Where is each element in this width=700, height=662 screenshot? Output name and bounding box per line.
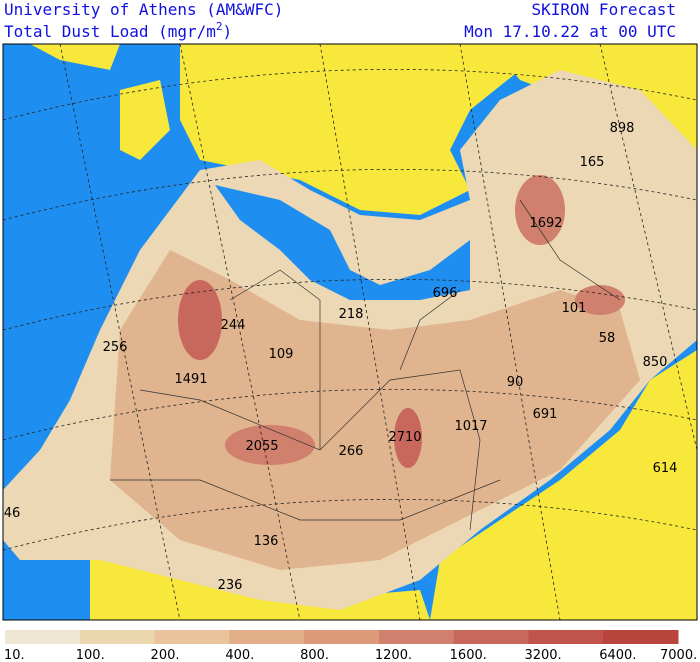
dust-high-1 xyxy=(178,280,222,360)
land-uk xyxy=(120,80,170,160)
graticule xyxy=(3,44,697,620)
map-value-label: 136 xyxy=(254,534,279,549)
colorbar-segment xyxy=(453,630,529,644)
map-frame xyxy=(2,43,698,621)
colorbar-label: 1600. xyxy=(450,648,487,662)
map xyxy=(3,44,697,620)
colorbar-label: 10. xyxy=(4,648,25,662)
map-value-label: 165 xyxy=(580,155,605,170)
map-value-label: 2710 xyxy=(388,430,421,445)
map-value-label: 256 xyxy=(103,340,128,355)
map-value-label: 1692 xyxy=(529,216,562,231)
dust-high-3 xyxy=(394,408,422,468)
colorbar-label: 200. xyxy=(151,648,180,662)
header-left-2-sup: 2 xyxy=(216,20,223,33)
header-left-2-main: Total Dust Load (mgr/m xyxy=(4,22,216,41)
map-value-label: 691 xyxy=(533,407,558,422)
header-left-1: University of Athens (AM&WFC) xyxy=(4,0,283,19)
header-right-1: SKIRON Forecast xyxy=(532,0,677,19)
colorbar-label: 100. xyxy=(76,648,105,662)
dust-high-5 xyxy=(575,285,625,315)
colorbar-label: 800. xyxy=(300,648,329,662)
colorbar-label: 6400. xyxy=(599,648,636,662)
map-value-label: 58 xyxy=(599,331,616,346)
map-value-label: 90 xyxy=(507,375,524,390)
colorbar-label: 400. xyxy=(225,648,254,662)
colorbar-segment xyxy=(603,630,679,644)
header-left-2-end: ) xyxy=(223,22,233,41)
map-value-label: 109 xyxy=(269,347,294,362)
dust-medium xyxy=(110,250,640,570)
map-value-label: 898 xyxy=(610,121,635,136)
map-value-label: 46 xyxy=(4,506,21,521)
map-value-label: 2055 xyxy=(245,439,278,454)
borders xyxy=(110,199,621,531)
map-value-label: 696 xyxy=(433,286,458,301)
colorbar-label: 1200. xyxy=(375,648,412,662)
map-value-label: 1491 xyxy=(174,372,207,387)
mediterranean xyxy=(215,185,470,300)
map-value-label: 266 xyxy=(339,444,364,459)
map-value-label: 1017 xyxy=(454,419,487,434)
map-value-label: 850 xyxy=(643,355,668,370)
colorbar-label: 3200. xyxy=(524,648,561,662)
colorbar-label: 7000. xyxy=(660,648,697,662)
header-right-2: Mon 17.10.22 at 00 UTC xyxy=(464,22,676,41)
land-north xyxy=(30,44,120,70)
map-value-label: 614 xyxy=(653,461,678,476)
colorbar-segment xyxy=(304,630,380,644)
colorbar-segment xyxy=(229,630,305,644)
header-left-2: Total Dust Load (mgr/m2) xyxy=(4,20,232,41)
colorbar-segment xyxy=(378,630,455,644)
colorbar-segment xyxy=(154,630,230,644)
map-value-label: 101 xyxy=(562,301,587,316)
colorbar-segment xyxy=(528,630,604,644)
map-value-label: 218 xyxy=(339,307,364,322)
land-east xyxy=(430,44,697,620)
dust-high-2 xyxy=(225,425,315,465)
map-value-label: 244 xyxy=(221,318,246,333)
colorbar-segment xyxy=(79,630,156,644)
colorbar-segment xyxy=(5,630,81,644)
dust-high-4 xyxy=(515,175,565,245)
map-value-label: 236 xyxy=(218,578,243,593)
